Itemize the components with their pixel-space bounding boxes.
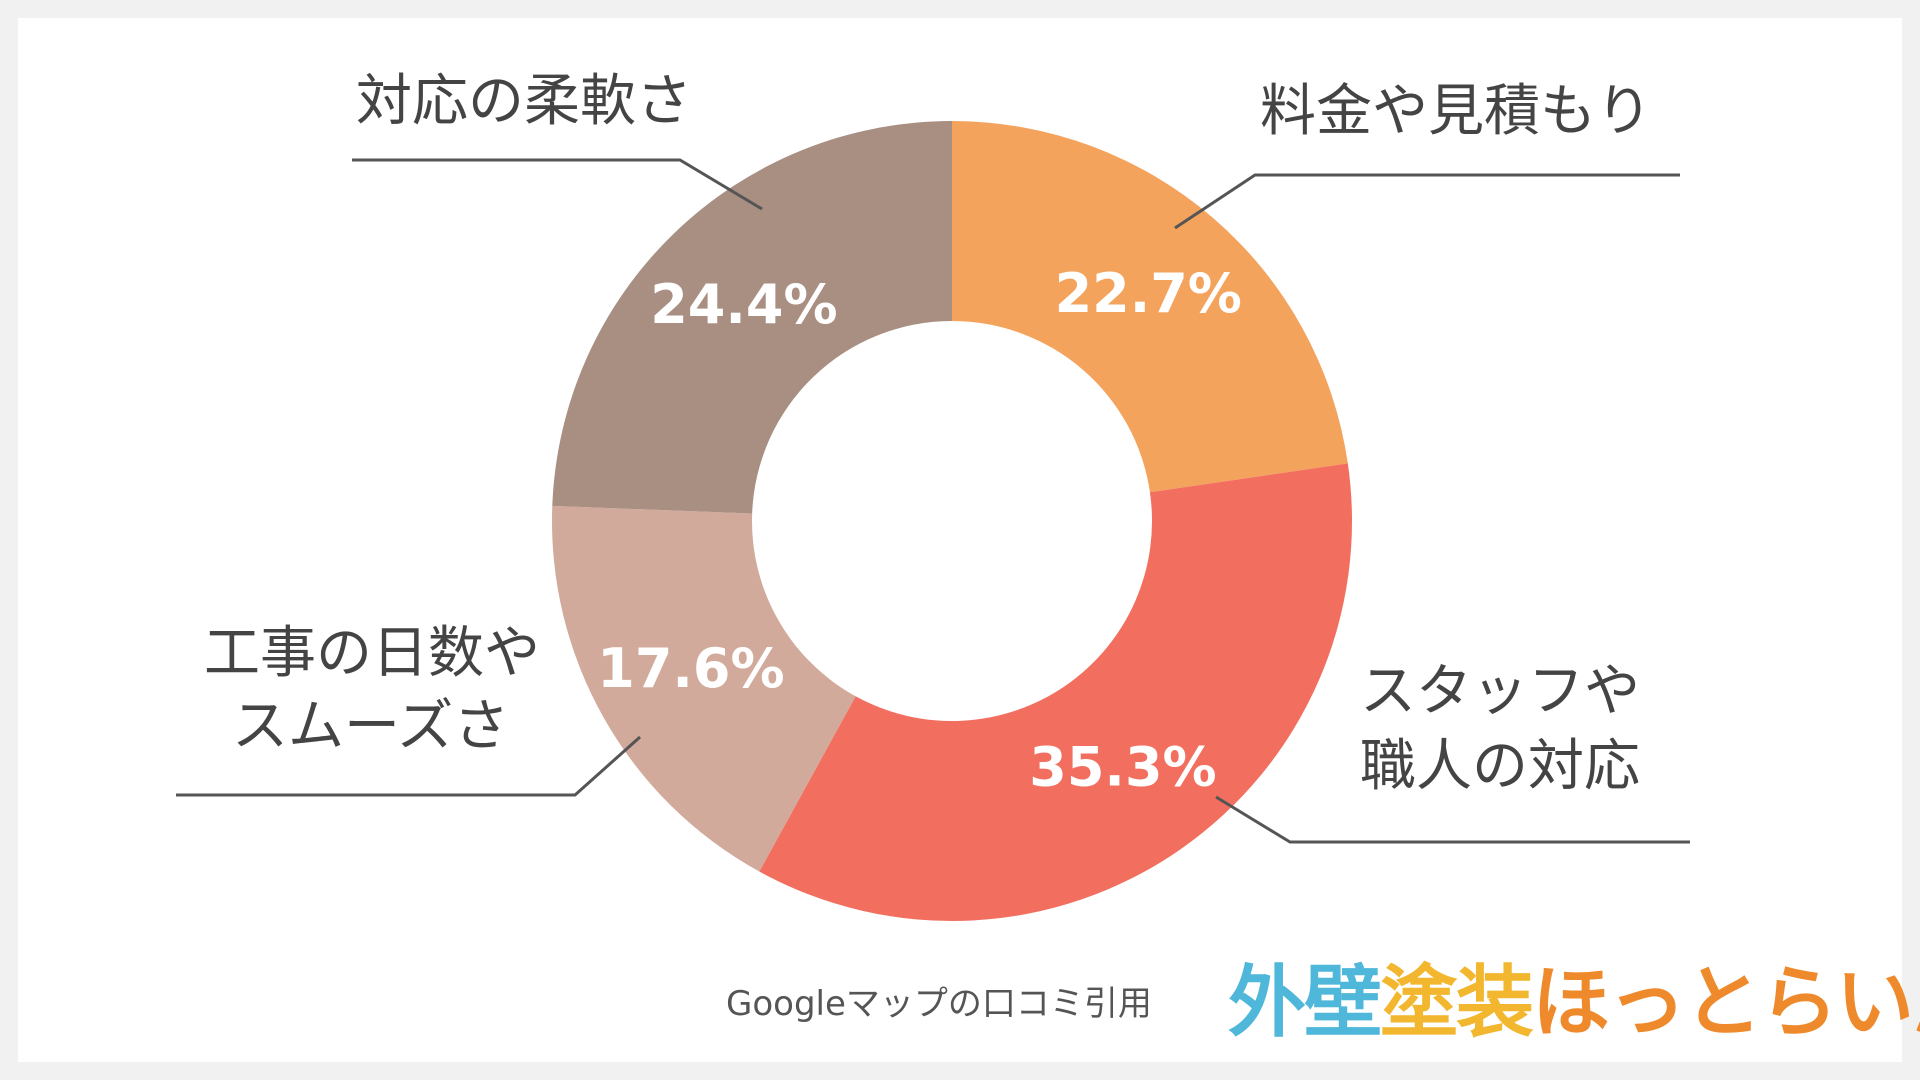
donut-slice-4 [552, 121, 952, 514]
slice-value-label-2: 35.3% [1029, 736, 1216, 799]
category-label-2-line-2: 職人の対応 [1360, 734, 1640, 799]
brand-logo: 外壁塗装ほっとらいん [1228, 940, 1920, 1052]
category-label-4: 対応の柔軟さ [356, 69, 692, 134]
donut-slice-3 [552, 505, 856, 872]
leader-line-2 [1215, 795, 1690, 844]
category-label-3-line-2: スムーズさ [232, 694, 509, 759]
slice-value-label-1: 22.7% [1055, 262, 1242, 325]
logo-part-3: ほっとらいん [1532, 958, 1920, 1048]
leader-line-3 [176, 735, 641, 797]
leader-line-4 [352, 158, 763, 211]
logo-part-1: 外壁 [1228, 958, 1382, 1048]
donut-slice-1 [952, 121, 1348, 493]
slice-value-label-3: 17.6% [597, 637, 784, 700]
category-label-3-line-1: 工事の日数や [204, 621, 540, 686]
category-label-2-line-1: スタッフや [1360, 659, 1640, 724]
slice-value-label-4: 24.4% [650, 273, 837, 336]
leader-line-1 [1174, 173, 1680, 230]
logo-part-2: 塗装 [1380, 958, 1534, 1048]
category-label-1: 料金や見積もり [1260, 79, 1652, 144]
source-note: Googleマップの口コミ引用 [726, 984, 1152, 1024]
donut-slice-2 [759, 463, 1352, 921]
